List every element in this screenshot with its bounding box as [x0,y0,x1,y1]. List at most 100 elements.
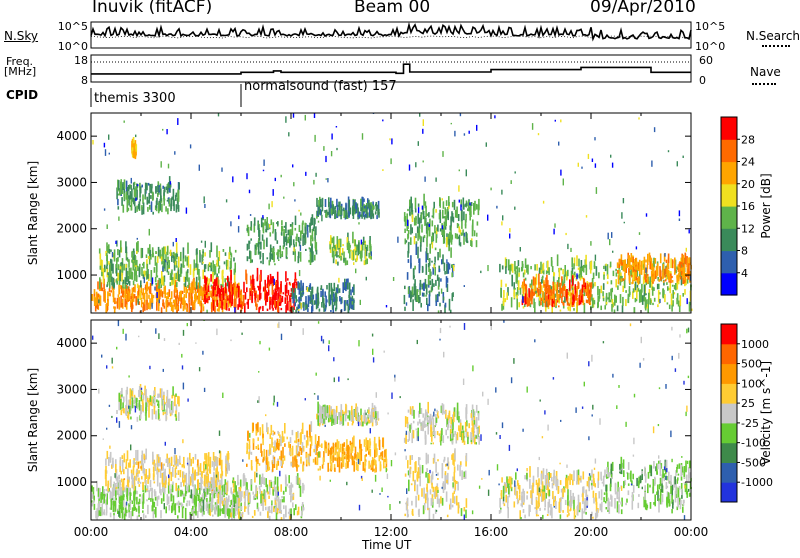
velocity-cell [357,454,360,459]
power-cell [593,265,596,269]
velocity-cell [344,412,347,422]
velocity-cell [447,472,449,485]
power-cell [131,271,133,280]
velocity-cell [179,469,182,478]
power-cell [369,209,372,213]
power-cell [197,296,200,304]
velocity-cell [266,456,269,464]
velocity-cell [418,457,420,466]
velocity-cell [170,493,173,502]
power-cell [277,221,279,226]
power-cell [161,271,163,279]
power-cell [524,277,527,281]
power-cell [269,224,271,228]
power-cell [536,287,539,293]
velocity-cell [160,498,163,504]
power-cell [523,278,525,287]
velocity-cell [122,408,124,412]
velocity-cell [277,458,279,463]
power-cell [181,297,184,306]
power-cell [251,259,253,263]
power-cell [653,271,655,279]
velocity-cell [151,399,154,407]
velocity-cell [414,479,416,486]
power-cell [272,222,275,232]
velocity-cell [145,402,147,414]
power-cell [256,267,259,280]
power-cell [149,244,151,256]
power-cell [289,224,292,227]
velocity-cell [378,439,381,450]
velocity-cell [121,406,123,409]
power-cell [594,254,597,261]
power-cell [167,271,170,275]
power-cell [184,300,186,310]
velocity-cell [259,474,261,485]
power-cell [609,239,611,246]
power-cell [499,263,501,273]
velocity-cell [218,491,220,498]
power-cell [527,264,529,275]
velocity-cell [283,505,285,510]
power-cell [182,258,185,268]
power-cell [259,252,261,260]
velocity-cell [442,481,445,493]
velocity-cell [474,437,476,445]
velocity-cell [123,469,125,474]
power-cell [151,302,153,309]
power-cell [343,209,345,218]
power-cell [283,225,286,228]
velocity-cell [224,511,226,518]
velocity-cell [293,508,295,516]
power-cell [134,140,137,152]
velocity-cell [219,494,221,505]
power-cell [683,266,686,278]
power-cell [662,280,665,283]
power-cell [286,303,288,310]
power-cell [413,269,415,276]
velocity-cell [173,464,175,467]
velocity-cell [407,470,410,476]
velocity-cell [375,443,377,451]
power-cell [311,237,314,242]
power-cell [112,277,115,288]
power-cell [234,307,236,313]
power-cell [142,194,144,204]
power-cell [668,287,671,291]
power-cell [294,215,297,226]
power-cell [323,146,325,151]
velocity-cell [411,429,414,437]
power-cell [131,304,134,309]
power-cell [463,232,466,237]
velocity-cell [133,475,136,480]
velocity-cell [177,500,180,508]
power-cell [165,296,168,301]
power-cell [643,256,646,266]
velocity-cell [332,455,334,463]
power-cell [318,199,320,207]
power-cell [419,279,422,288]
power-cell [545,295,548,302]
power-cell [108,292,111,296]
power-cell [539,295,541,301]
velocity-cell [168,476,170,486]
power-cell [423,282,425,291]
power-cell [114,306,116,310]
power-cell [363,260,366,266]
velocity-cell [221,485,223,489]
power-cell [196,284,198,290]
velocity-cell [187,457,189,466]
power-cell [407,286,410,295]
power-cell [199,302,201,307]
velocity-cell [143,459,146,463]
power-cell [551,303,553,313]
velocity-cell [463,471,466,478]
power-cell [136,259,138,267]
velocity-cell [215,460,217,467]
power-cell [547,302,549,307]
velocity-cell [269,443,271,455]
power-cell [200,286,203,296]
velocity-cell [162,464,164,470]
velocity-cell [156,475,159,487]
velocity-cell [290,495,292,503]
